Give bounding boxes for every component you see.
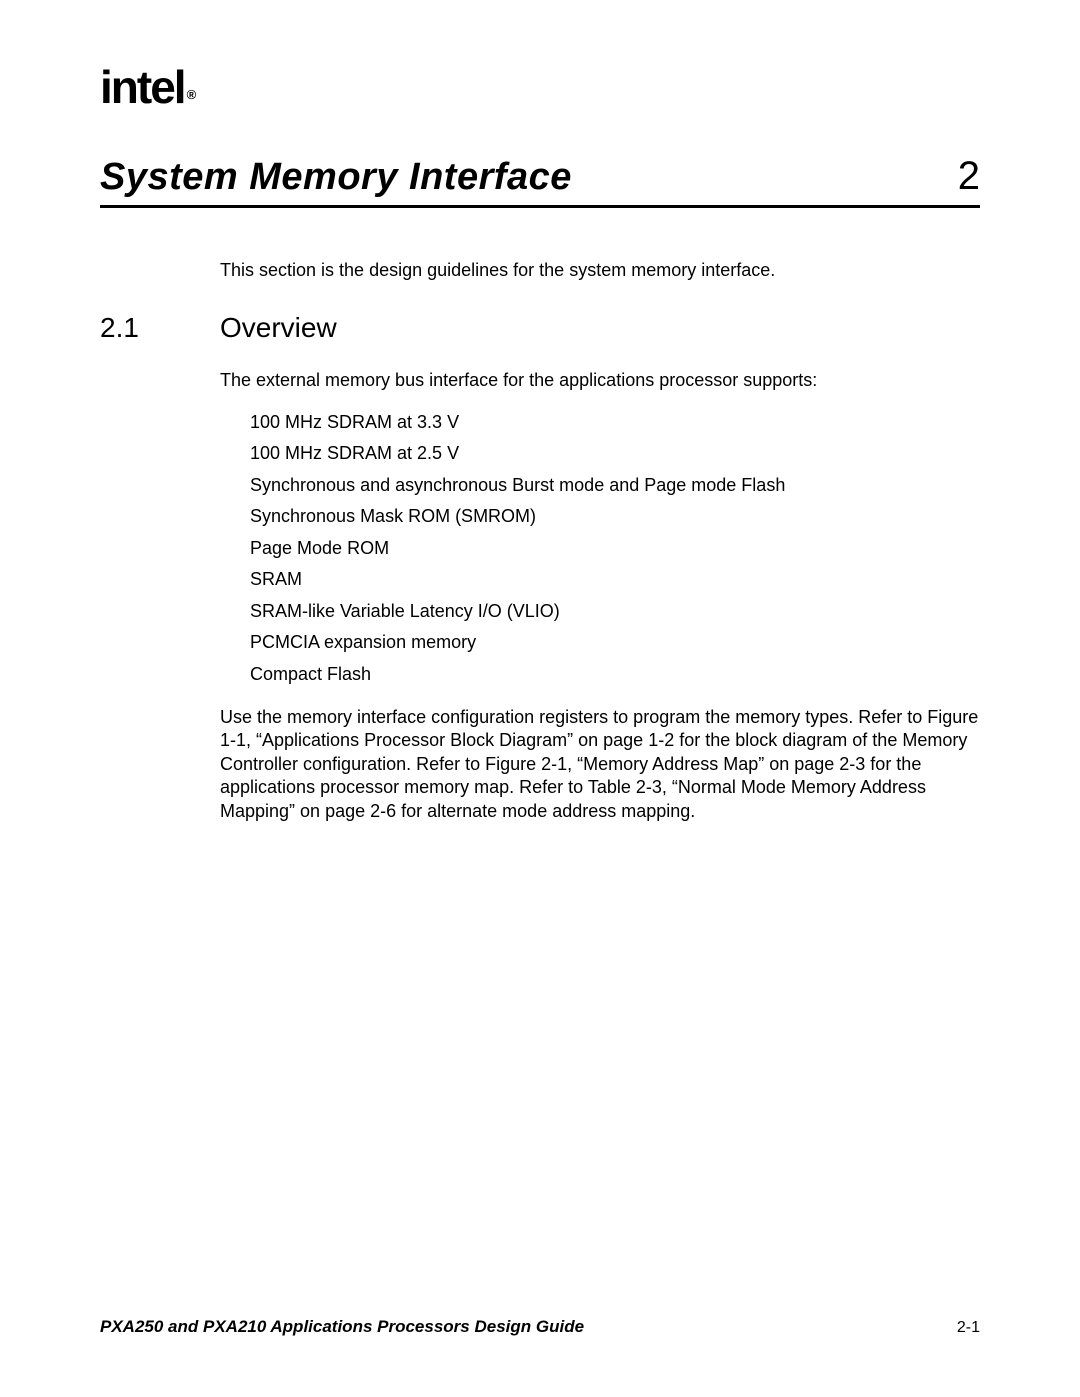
list-item: PCMCIA expansion memory: [250, 627, 980, 659]
chapter-number: 2: [958, 154, 980, 199]
section-heading: 2.1 Overview: [100, 312, 980, 344]
list-item: 100 MHz SDRAM at 2.5 V: [250, 438, 980, 470]
document-page: intel® System Memory Interface 2 This se…: [0, 0, 1080, 1397]
chapter-title: System Memory Interface: [100, 156, 572, 199]
list-item: Page Mode ROM: [250, 533, 980, 565]
footer-page-number: 2-1: [957, 1319, 980, 1337]
list-item: Synchronous Mask ROM (SMROM): [250, 501, 980, 533]
references-paragraph: Use the memory interface configuration r…: [220, 706, 980, 823]
overview-intro: The external memory bus interface for th…: [220, 368, 980, 392]
list-item: SRAM: [250, 564, 980, 596]
list-item: Synchronous and asynchronous Burst mode …: [250, 470, 980, 502]
section-number: 2.1: [100, 312, 220, 344]
list-item: Compact Flash: [250, 659, 980, 691]
feature-list: 100 MHz SDRAM at 3.3 V 100 MHz SDRAM at …: [250, 407, 980, 691]
list-item: 100 MHz SDRAM at 3.3 V: [250, 407, 980, 439]
intro-paragraph: This section is the design guidelines fo…: [220, 258, 980, 282]
list-item: SRAM-like Variable Latency I/O (VLIO): [250, 596, 980, 628]
intel-logo: intel®: [100, 60, 192, 114]
chapter-header: System Memory Interface 2: [100, 154, 980, 208]
page-footer: PXA250 and PXA210 Applications Processor…: [100, 1317, 980, 1337]
logo-text: intel: [100, 61, 185, 113]
footer-doc-title: PXA250 and PXA210 Applications Processor…: [100, 1317, 584, 1337]
section-title: Overview: [220, 312, 337, 344]
registered-mark: ®: [187, 87, 195, 102]
